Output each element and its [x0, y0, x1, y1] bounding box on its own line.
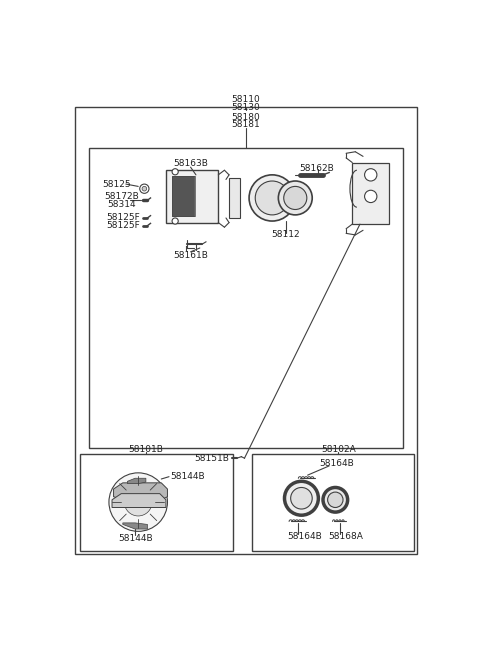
Circle shape [285, 481, 318, 515]
Text: 58144B: 58144B [118, 534, 153, 543]
Bar [166, 170, 218, 223]
Bar [89, 148, 403, 448]
Polygon shape [112, 494, 166, 508]
Circle shape [249, 175, 295, 221]
Text: 58110: 58110 [232, 95, 260, 104]
Circle shape [365, 169, 377, 181]
Polygon shape [114, 483, 168, 500]
Bar [229, 178, 240, 218]
Text: 58172B: 58172B [104, 192, 139, 201]
Text: 58112: 58112 [272, 231, 300, 240]
Text: 58144B: 58144B [170, 472, 205, 481]
Circle shape [278, 181, 312, 215]
Text: 58164B: 58164B [287, 533, 322, 541]
Circle shape [142, 187, 147, 191]
Text: 58102A: 58102A [321, 445, 356, 454]
Polygon shape [123, 523, 147, 529]
Polygon shape [127, 478, 146, 483]
Text: 58164B: 58164B [320, 459, 354, 468]
Text: 58130: 58130 [232, 103, 260, 111]
Text: 58181: 58181 [232, 121, 260, 129]
Circle shape [323, 487, 348, 512]
Text: 58180: 58180 [232, 113, 260, 122]
Circle shape [291, 487, 312, 509]
Text: 58163B: 58163B [173, 159, 208, 168]
Text: 58168A: 58168A [329, 533, 363, 541]
Circle shape [172, 218, 178, 224]
Bar [352, 162, 389, 224]
Circle shape [109, 473, 168, 531]
Bar [81, 455, 233, 551]
Bar [172, 176, 193, 216]
Circle shape [124, 488, 152, 516]
Circle shape [284, 187, 307, 210]
Text: 58314: 58314 [107, 200, 135, 208]
Text: 58101B: 58101B [129, 445, 163, 454]
Bar [172, 176, 195, 216]
Text: 58125: 58125 [102, 179, 131, 189]
Bar [252, 455, 414, 551]
Text: 58125F: 58125F [106, 221, 140, 230]
Text: 58162B: 58162B [300, 164, 334, 173]
Text: 58125F: 58125F [106, 214, 140, 223]
Text: 58161B: 58161B [173, 252, 208, 260]
Text: 58151B: 58151B [194, 454, 229, 462]
Circle shape [255, 181, 289, 215]
Circle shape [172, 169, 178, 175]
Bar [75, 107, 417, 553]
Circle shape [365, 190, 377, 202]
Circle shape [328, 492, 343, 508]
